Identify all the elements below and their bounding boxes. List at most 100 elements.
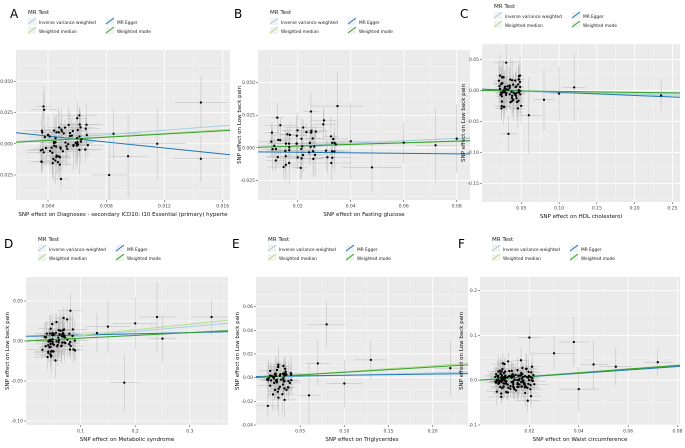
data-point [60,130,64,133]
data-point [84,127,87,130]
data-point [75,144,79,147]
plot-area [480,316,680,412]
data-point [210,315,213,319]
data-point [285,388,288,391]
legend-key-line [345,253,355,261]
data-point [313,153,317,157]
data-point [500,104,503,108]
data-point [299,166,302,170]
data-point [510,380,513,384]
data-point [68,131,72,135]
data-point [55,320,58,324]
data-point [510,374,513,377]
data-point [521,375,525,379]
data-point [311,149,315,153]
data-point [61,329,64,332]
panel-d: D MR Test Inverse variance weighted MR Egge… [4,237,228,443]
data-point [324,149,328,152]
data-point [68,342,71,346]
data-point [495,378,499,381]
legend-item-label: Weighted mode [357,256,391,262]
data-point [449,367,452,370]
legend-title: MR Test [270,10,292,16]
data-point [279,138,282,142]
data-point [57,155,60,158]
data-point [518,85,522,89]
data-point [494,381,498,384]
legend: MR Test Inverse variance weighted MR Egger… [269,10,393,35]
data-point [199,101,203,104]
x-tick-label: 0.25 [667,206,677,212]
data-point [512,91,515,95]
data-point [69,344,72,348]
data-point [161,337,164,340]
regression-line [26,319,228,342]
data-point [518,383,521,386]
data-point [510,94,514,98]
data-point [71,129,75,133]
data-point [46,355,49,359]
data-point [502,371,505,375]
panel-label: F [458,237,465,251]
data-point [330,150,334,153]
x-tick-label: 0.10 [339,429,349,435]
data-point [69,309,72,312]
data-point [312,157,315,161]
data-point [49,354,53,357]
data-point [325,323,328,326]
legend: MR Test Inverse variance weighted MR Egger… [267,237,391,262]
data-point [532,373,535,377]
data-point [523,374,527,378]
data-point [199,157,203,160]
data-point [49,350,53,353]
data-point [332,137,335,141]
data-point [51,322,54,326]
legend-key-line [269,26,279,34]
regression-line [482,89,680,94]
data-point [512,383,515,386]
x-tick-label: 0.008 [100,204,113,210]
data-point [455,137,458,140]
data-point [277,138,280,142]
data-point [76,128,79,132]
data-point [76,142,79,146]
data-point [49,327,52,330]
data-point [282,165,285,169]
legend-item-label: Weighted median [505,23,543,29]
data-point [290,379,293,382]
data-point [52,129,56,132]
panel-a: A MR Test Inverse variance weighted MR Egge… [0,7,230,218]
data-point [134,322,137,325]
data-point [326,156,329,159]
plot-area [256,301,468,425]
data-point [76,141,79,144]
data-point [296,156,299,159]
data-point [498,381,501,385]
x-tick-label: 0.08 [673,429,683,435]
data-point [508,93,511,96]
data-point [295,134,298,137]
data-point [270,374,273,378]
data-point [49,345,52,348]
data-point [504,381,507,384]
data-point [283,380,286,383]
data-point [572,340,575,344]
data-point [311,137,314,140]
data-point [302,126,305,129]
legend-key-line [267,244,277,252]
x-axis-title: SNP effect on Waist circumference [533,437,628,443]
legend-item-label: Inverse variance weighted [505,14,562,20]
legend-item-label: Weighted mode [127,256,161,262]
data-point [80,138,83,141]
data-point [52,144,56,147]
y-tick-label: 0.00 [243,375,253,381]
data-point [515,97,518,100]
legend-item-label: Inverse variance weighted [279,247,336,253]
data-point [273,381,276,385]
data-point [106,325,110,328]
data-point [288,133,292,137]
legend-item-label: Inverse variance weighted [39,20,96,26]
data-point [504,91,507,94]
data-point [54,141,57,144]
data-point [284,163,287,166]
